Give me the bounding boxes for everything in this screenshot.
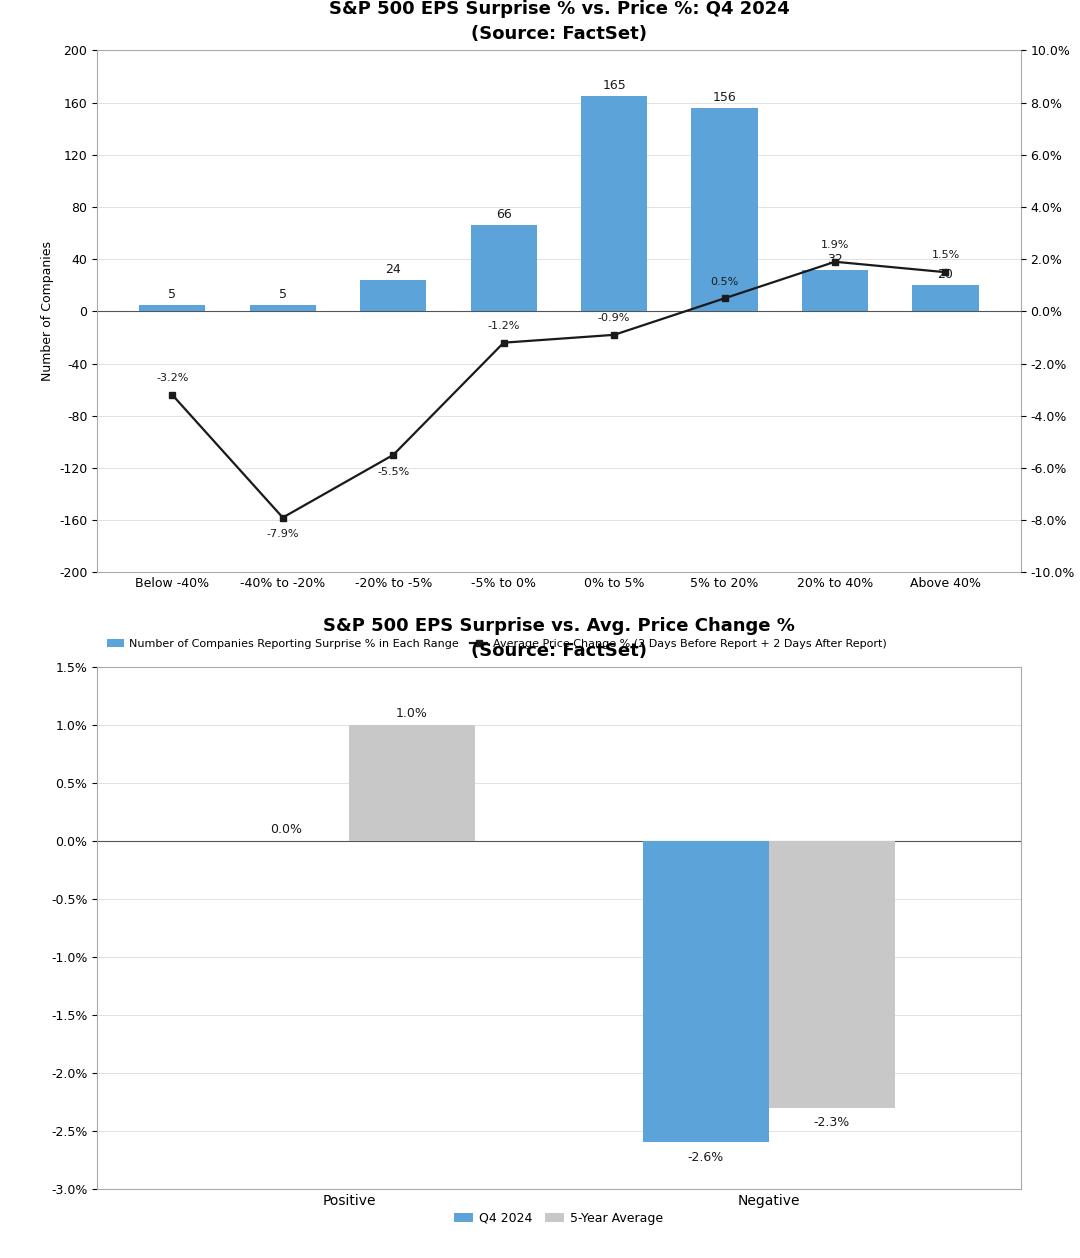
Bar [913, 286, 978, 311]
Y-axis label: Number of Companies: Number of Companies [41, 242, 54, 381]
Text: 0.0%: 0.0% [270, 823, 302, 837]
Bar [769, 840, 894, 1107]
Text: 1.5%: 1.5% [931, 250, 960, 260]
Legend: Q4 2024, 5-Year Average: Q4 2024, 5-Year Average [449, 1206, 669, 1229]
Bar [360, 281, 427, 311]
Text: -5.5%: -5.5% [377, 467, 409, 477]
Text: 66: 66 [496, 209, 512, 221]
Text: -2.3%: -2.3% [813, 1116, 850, 1128]
Text: 5: 5 [168, 288, 176, 301]
Text: 20: 20 [937, 268, 954, 282]
Text: 156: 156 [713, 91, 737, 104]
Text: 1.0%: 1.0% [396, 707, 428, 720]
Legend: Number of Companies Reporting Surprise % in Each Range, Average Price Change % (: Number of Companies Reporting Surprise %… [103, 634, 891, 653]
Text: -0.9%: -0.9% [598, 313, 631, 323]
Bar [691, 108, 758, 311]
Text: 32: 32 [827, 253, 842, 265]
Text: -1.2%: -1.2% [487, 321, 519, 331]
Bar [349, 725, 475, 840]
Text: -2.6%: -2.6% [688, 1151, 724, 1164]
Title: S&P 500 EPS Surprise % vs. Price %: Q4 2024
(Source: FactSet): S&P 500 EPS Surprise % vs. Price %: Q4 2… [328, 0, 789, 43]
Bar [249, 304, 315, 311]
Text: 1.9%: 1.9% [821, 240, 849, 250]
Text: -3.2%: -3.2% [157, 374, 189, 384]
Bar [581, 96, 647, 311]
Text: 0.5%: 0.5% [711, 277, 739, 287]
Bar [471, 225, 537, 311]
Text: -7.9%: -7.9% [267, 530, 299, 540]
Bar [643, 840, 769, 1142]
Title: S&P 500 EPS Surprise vs. Avg. Price Change %
(Source: FactSet): S&P 500 EPS Surprise vs. Avg. Price Chan… [323, 616, 795, 659]
Text: 5: 5 [279, 288, 287, 301]
Text: 165: 165 [603, 79, 626, 92]
Bar [139, 304, 205, 311]
Bar [801, 269, 868, 311]
Text: 24: 24 [386, 263, 401, 276]
